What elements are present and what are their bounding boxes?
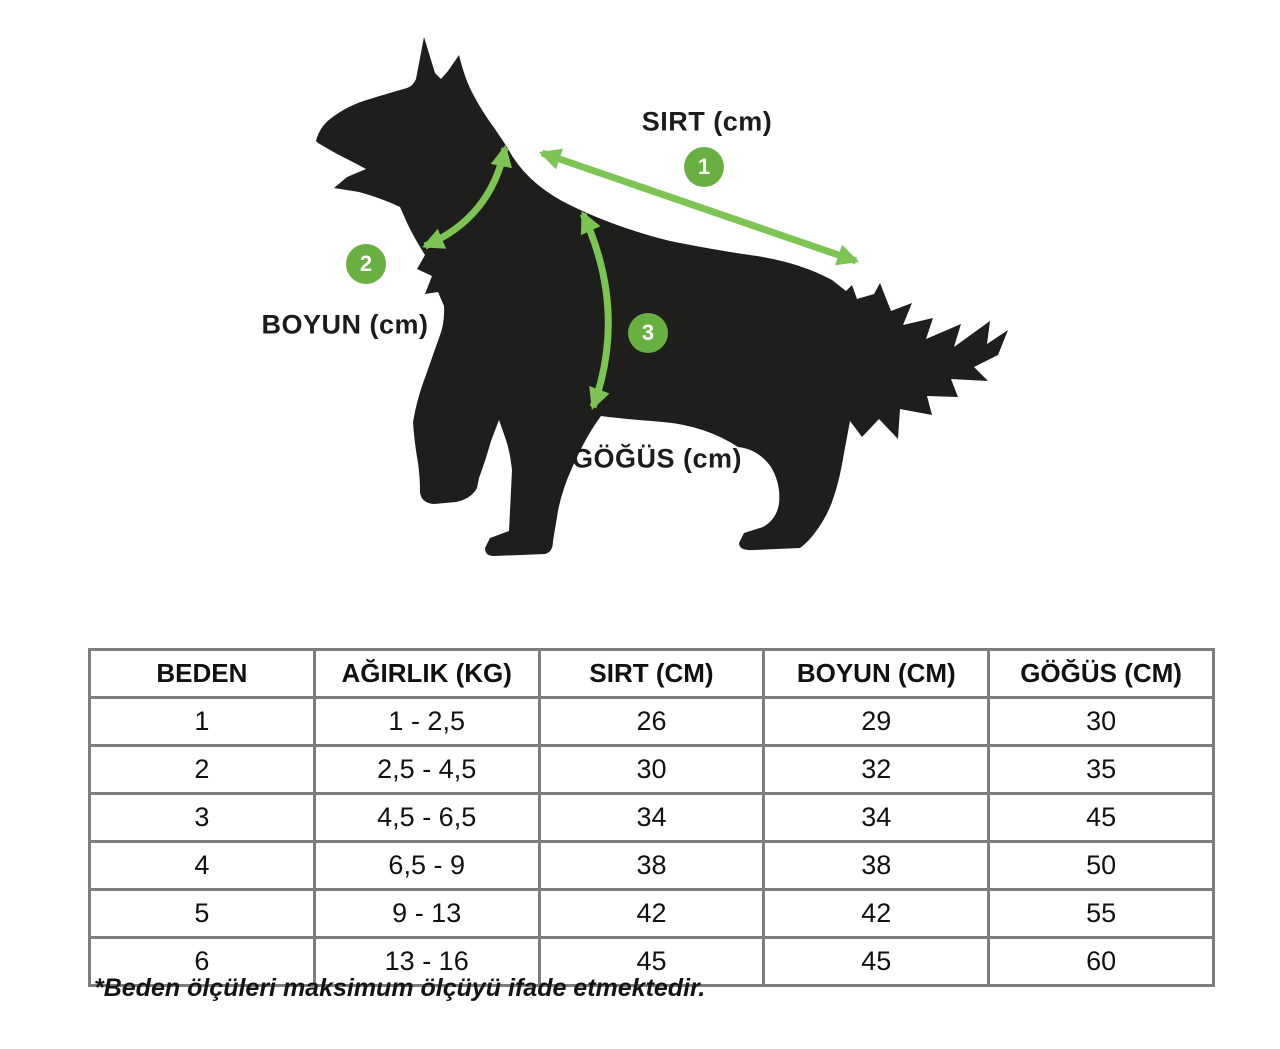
table-cell: 34: [762, 792, 991, 843]
back-measure-arrow-icon: [538, 148, 860, 266]
table-cell: 29: [762, 696, 991, 747]
table-cell: 34: [537, 792, 766, 843]
size-table: BEDEN AĞIRLIK (KG) SIRT (CM) BOYUN (CM) …: [88, 648, 1215, 987]
chest-measure-arrow-icon: [579, 211, 612, 411]
table-cell: 6: [88, 936, 316, 987]
table-cell: 4,5 - 6,5: [312, 792, 541, 843]
table-row: 3 4,5 - 6,5 34 34 45: [88, 792, 1215, 843]
neck-measure-label: BOYUN (cm): [261, 309, 429, 340]
table-cell: 42: [762, 888, 991, 939]
header-cell-beden: BEDEN: [88, 648, 316, 699]
header-cell-sirt: SIRT (CM): [537, 648, 766, 699]
table-cell: 2,5 - 4,5: [312, 744, 541, 795]
header-cell-gogus: GÖĞÜS (CM): [987, 648, 1215, 699]
header-cell-boyun: BOYUN (CM): [762, 648, 991, 699]
table-row: 6 13 - 16 45 45 60: [88, 936, 1215, 987]
table-cell: 32: [762, 744, 991, 795]
table-cell: 30: [987, 696, 1215, 747]
table-cell: 38: [537, 840, 766, 891]
table-cell: 45: [762, 936, 991, 987]
table-cell: 3: [88, 792, 316, 843]
table-cell: 60: [987, 936, 1215, 987]
badge-1: 1: [684, 147, 724, 187]
table-cell: 30: [537, 744, 766, 795]
badge-3: 3: [628, 313, 668, 353]
table-cell: 26: [537, 696, 766, 747]
table-cell: 1 - 2,5: [312, 696, 541, 747]
measurement-diagram: [316, 37, 1008, 556]
table-row: 5 9 - 13 42 42 55: [88, 888, 1215, 939]
table-row: 2 2,5 - 4,5 30 32 35: [88, 744, 1215, 795]
header-cell-agirlik: AĞIRLIK (KG): [312, 648, 541, 699]
table-cell: 4: [88, 840, 316, 891]
table-cell: 9 - 13: [312, 888, 541, 939]
table-cell: 55: [987, 888, 1215, 939]
table-cell: 45: [537, 936, 766, 987]
table-cell: 45: [987, 792, 1215, 843]
chest-measure-label: GÖĞÜS (cm): [571, 443, 743, 474]
table-cell: 38: [762, 840, 991, 891]
table-row: 4 6,5 - 9 38 38 50: [88, 840, 1215, 891]
table-cell: 50: [987, 840, 1215, 891]
neck-measure-arrow-icon: [422, 144, 513, 250]
table-cell: 6,5 - 9: [312, 840, 541, 891]
table-cell: 35: [987, 744, 1215, 795]
table-cell: 1: [88, 696, 316, 747]
back-measure-label: SIRT (cm): [641, 106, 773, 137]
size-footnote: *Beden ölçüleri maksimum ölçüyü ifade et…: [94, 974, 706, 1002]
table-row: 1 1 - 2,5 26 29 30: [88, 696, 1215, 747]
table-header-row: BEDEN AĞIRLIK (KG) SIRT (CM) BOYUN (CM) …: [88, 648, 1215, 699]
table-cell: 2: [88, 744, 316, 795]
badge-2: 2: [346, 244, 386, 284]
table-cell: 42: [537, 888, 766, 939]
table-cell: 5: [88, 888, 316, 939]
table-cell: 13 - 16: [312, 936, 541, 987]
